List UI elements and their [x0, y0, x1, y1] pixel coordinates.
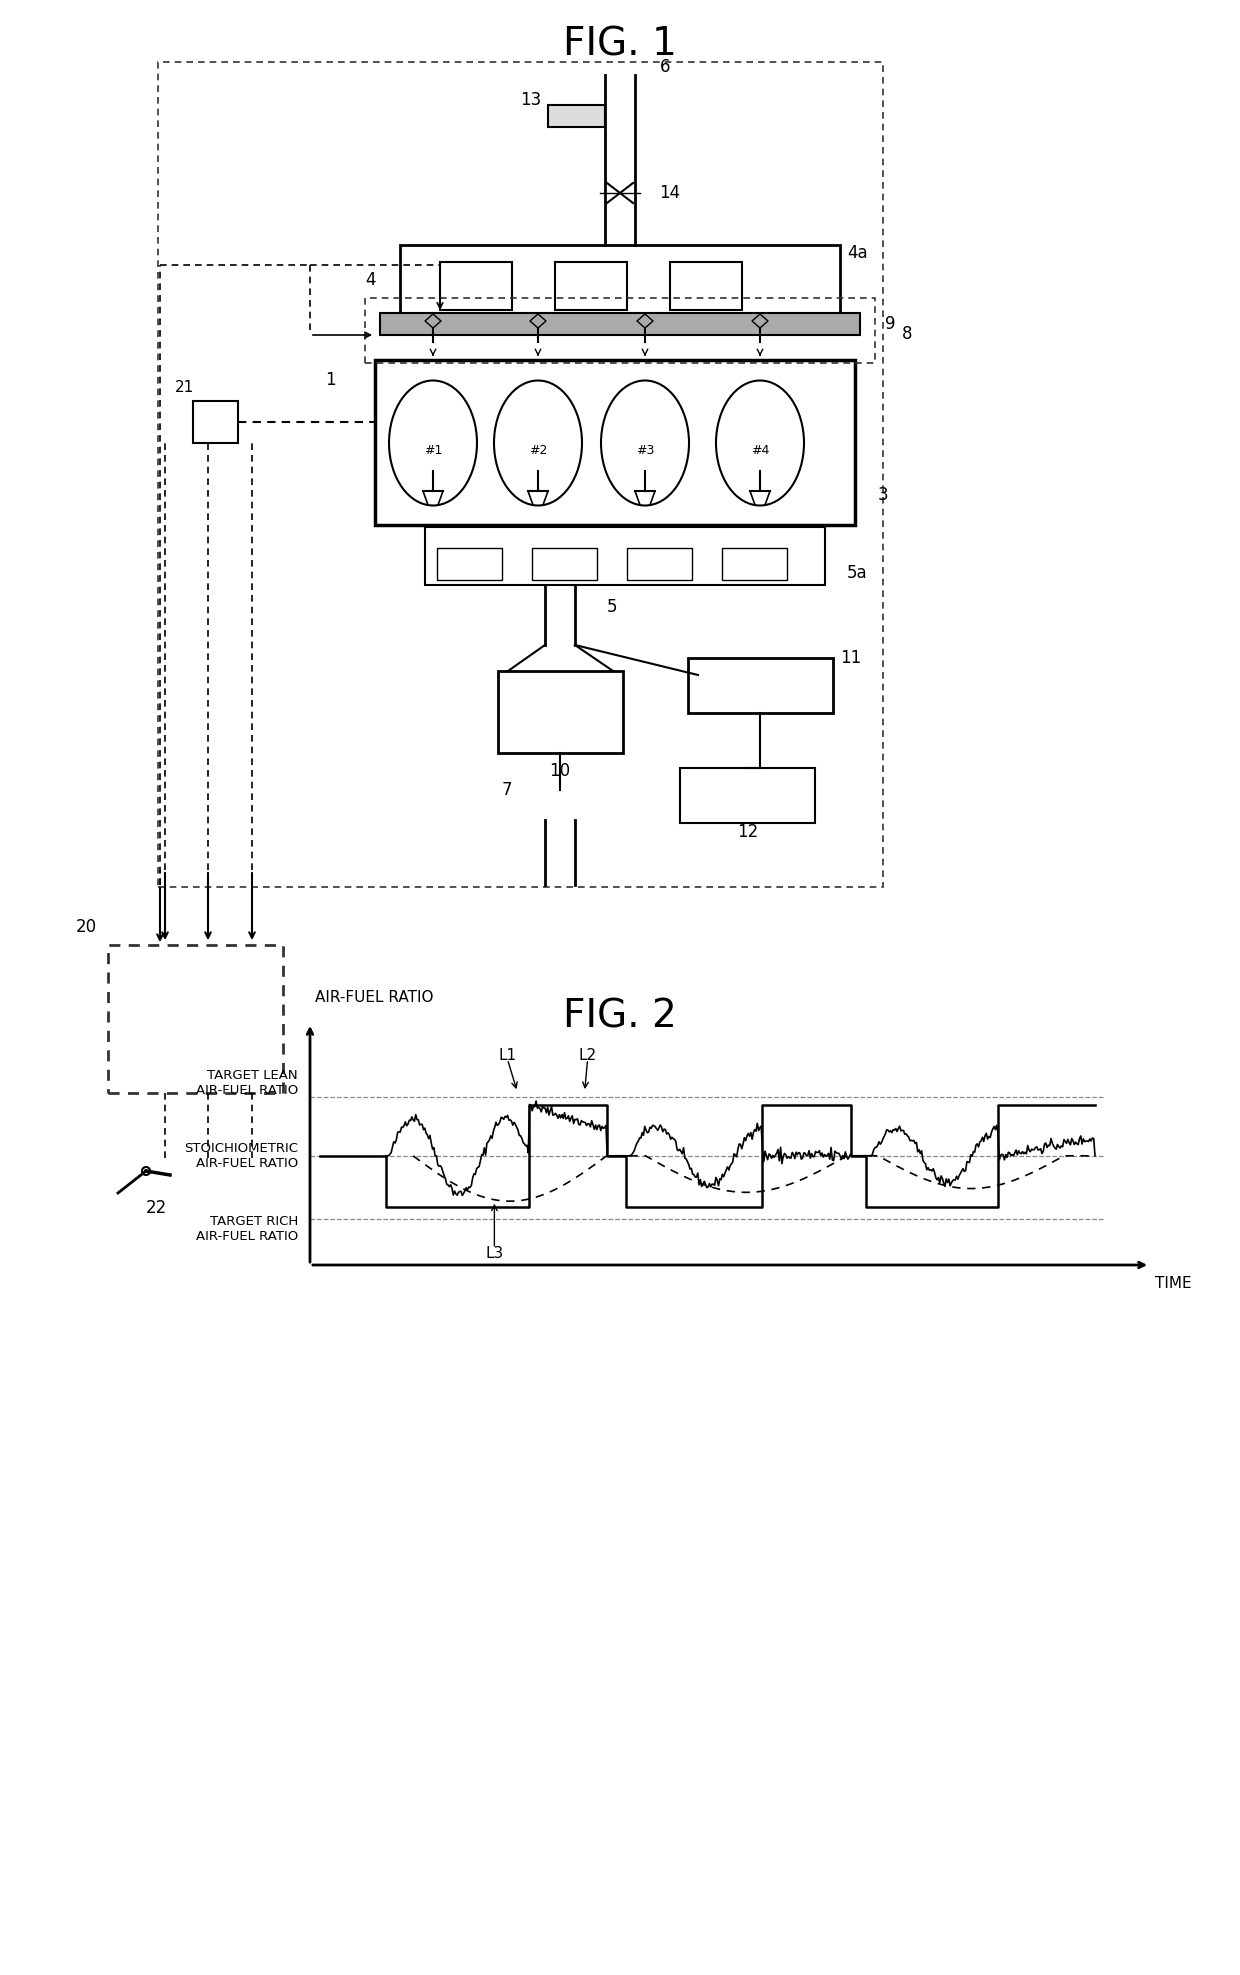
Text: #3: #3: [636, 444, 655, 458]
Bar: [670, 263, 742, 310]
Bar: [722, 547, 787, 581]
Bar: [548, 105, 605, 126]
Text: 5: 5: [606, 598, 618, 616]
Text: 7: 7: [502, 780, 512, 800]
Text: 10: 10: [549, 762, 570, 780]
Text: L2: L2: [579, 1047, 596, 1063]
Bar: [157, 61, 883, 887]
Text: 12: 12: [738, 824, 759, 841]
Text: TARGET RICH
AIR-FUEL RATIO: TARGET RICH AIR-FUEL RATIO: [196, 1215, 298, 1242]
Text: 4a: 4a: [848, 245, 868, 263]
Ellipse shape: [715, 381, 804, 506]
Bar: [108, 944, 283, 1092]
Text: 3: 3: [878, 486, 888, 504]
Text: 5a: 5a: [847, 565, 867, 583]
Text: STOICHIOMETRIC
AIR-FUEL RATIO: STOICHIOMETRIC AIR-FUEL RATIO: [184, 1142, 298, 1169]
Bar: [374, 359, 856, 525]
Text: 6: 6: [660, 57, 671, 75]
Text: FIG. 1: FIG. 1: [563, 26, 677, 63]
Bar: [688, 658, 833, 713]
Bar: [193, 401, 238, 442]
Text: 21: 21: [175, 381, 195, 395]
Text: 13: 13: [520, 91, 541, 109]
Text: TIME: TIME: [1154, 1276, 1192, 1290]
Text: L1: L1: [498, 1047, 516, 1063]
Ellipse shape: [601, 381, 689, 506]
Bar: [436, 547, 502, 581]
Bar: [440, 263, 512, 310]
Text: 8: 8: [901, 326, 913, 344]
Text: L3: L3: [485, 1246, 503, 1262]
Text: AIR-FUEL RATIO: AIR-FUEL RATIO: [315, 989, 434, 1005]
Text: 14: 14: [660, 184, 681, 201]
Text: 11: 11: [841, 650, 862, 668]
Bar: [680, 768, 815, 824]
Bar: [401, 245, 839, 314]
Bar: [498, 672, 622, 752]
Bar: [627, 547, 692, 581]
Text: 9: 9: [885, 314, 895, 334]
Text: TARGET LEAN
AIR-FUEL RATIO: TARGET LEAN AIR-FUEL RATIO: [196, 1068, 298, 1096]
Ellipse shape: [494, 381, 582, 506]
Text: 22: 22: [145, 1199, 166, 1217]
Text: 4: 4: [365, 271, 376, 288]
Text: FIG. 2: FIG. 2: [563, 997, 677, 1037]
Text: #2: #2: [528, 444, 547, 458]
Bar: [556, 263, 627, 310]
Bar: [425, 527, 825, 585]
Text: #4: #4: [750, 444, 769, 458]
Bar: [532, 547, 596, 581]
Bar: [379, 312, 861, 336]
Text: #1: #1: [424, 444, 443, 458]
Bar: [365, 298, 875, 363]
Text: 20: 20: [76, 918, 97, 936]
Ellipse shape: [389, 381, 477, 506]
Text: 1: 1: [325, 371, 335, 389]
